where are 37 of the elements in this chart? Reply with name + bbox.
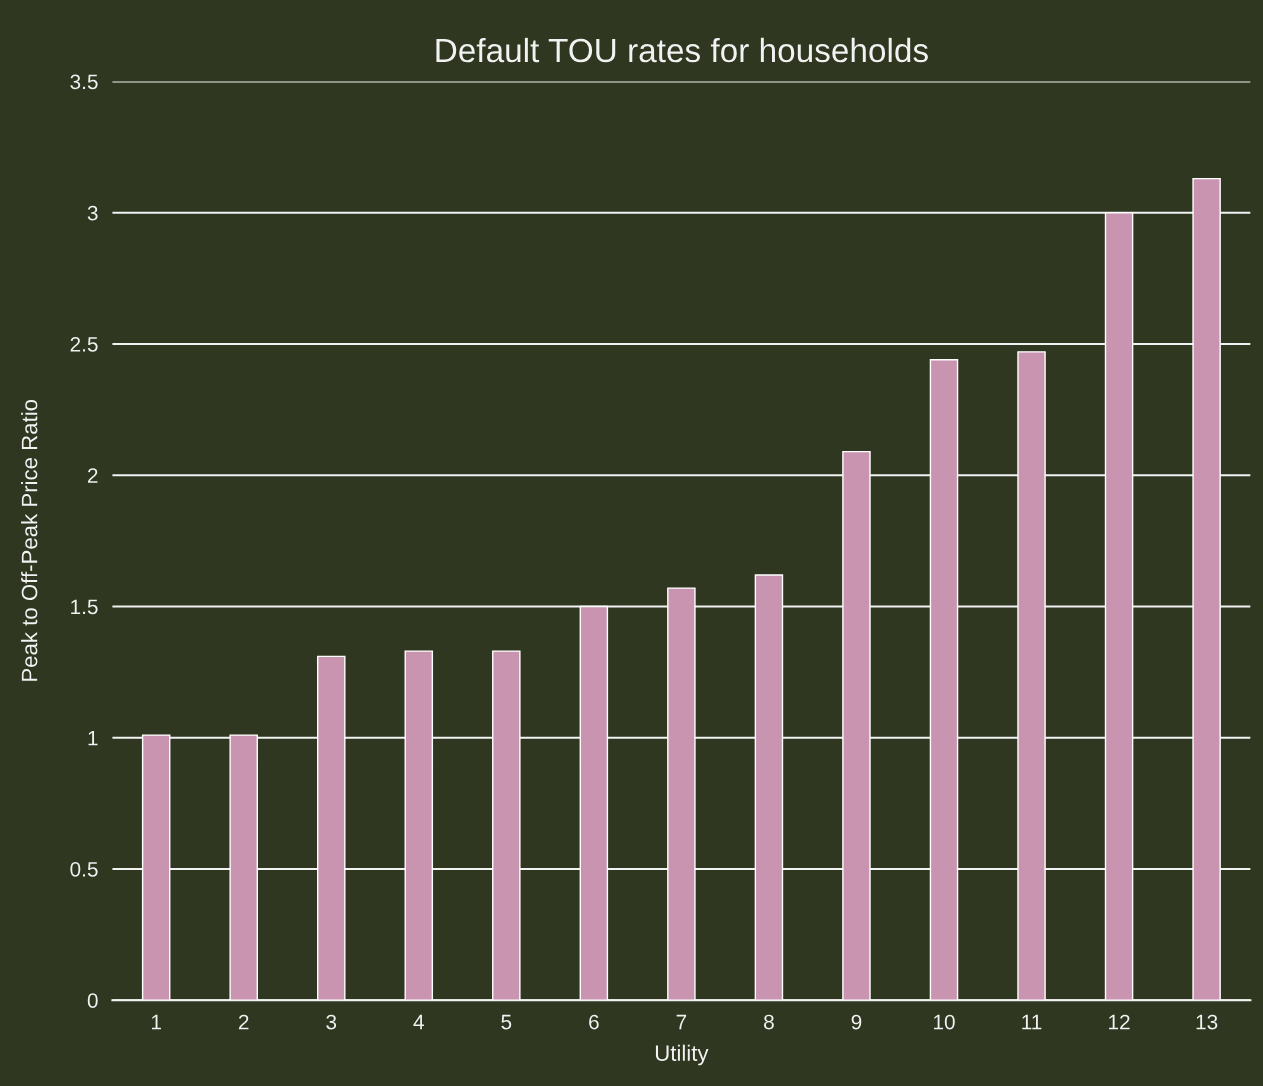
y-tick-label: 1 [88, 730, 98, 746]
x-tick-label: 6 [589, 1014, 599, 1030]
x-tick-label: 12 [1109, 1014, 1130, 1030]
bar [316, 655, 346, 1001]
x-tick-label: 4 [413, 1014, 424, 1030]
bar [579, 605, 609, 1001]
x-tick-label: 7 [676, 1014, 687, 1030]
x-tick-label: 10 [934, 1014, 955, 1030]
bar [1192, 177, 1221, 1001]
y-tick-label: 3 [87, 205, 98, 221]
bar [842, 450, 871, 1001]
bar [754, 574, 784, 1001]
y-tick-label: 1.5 [71, 599, 98, 615]
y-tick-label: 2 [87, 468, 98, 483]
bar [929, 359, 959, 1001]
bar [141, 734, 171, 1001]
x-tick-label: 9 [851, 1014, 862, 1030]
bar [229, 734, 258, 1001]
bar [1104, 212, 1134, 1001]
y-tick-label: 0 [87, 993, 98, 1008]
y-tick-label: 3.5 [70, 74, 98, 90]
y-tick-label: 2.5 [70, 336, 98, 352]
x-tick-label: 5 [501, 1014, 512, 1030]
x-tick-label: 13 [1196, 1014, 1218, 1030]
x-tick-label: 8 [764, 1014, 774, 1030]
x-tick-label: 3 [326, 1014, 337, 1030]
x-axis-title: Utility [655, 1044, 709, 1066]
bar [1017, 351, 1046, 1001]
chart-title: Default TOU rates for households [436, 37, 928, 63]
y-tick-label: 0.5 [70, 861, 98, 877]
bar [404, 650, 434, 1001]
x-tick-label: 11 [1022, 1014, 1042, 1030]
bar [667, 587, 696, 1001]
y-axis-title: Peak to Off-Peak Price Ratio [21, 399, 38, 681]
bar [492, 650, 521, 1001]
x-tick-label: 1 [151, 1014, 161, 1030]
x-tick-label: 2 [238, 1014, 249, 1030]
